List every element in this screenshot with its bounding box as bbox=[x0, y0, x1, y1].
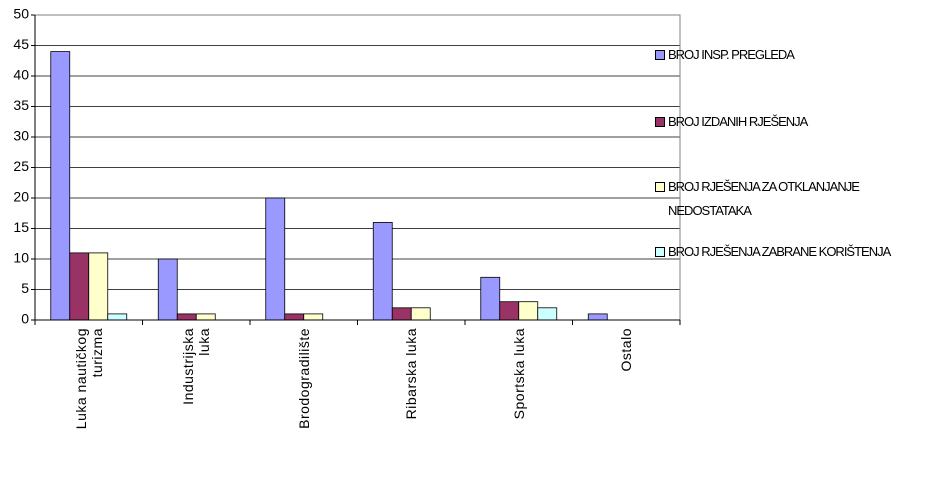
bar bbox=[88, 252, 109, 321]
legend-label: BROJ INSP. PREGLEDA bbox=[668, 47, 795, 62]
y-tick-label: 30 bbox=[13, 128, 29, 144]
bar bbox=[69, 252, 90, 321]
bar bbox=[195, 313, 216, 321]
x-tick-label: Sportska luka bbox=[510, 328, 527, 420]
legend-swatch bbox=[655, 182, 665, 192]
y-tick-label: 35 bbox=[13, 97, 29, 113]
x-tick-label: Brodogradilište bbox=[295, 328, 312, 429]
bar bbox=[157, 258, 178, 321]
bar bbox=[480, 276, 501, 321]
bar bbox=[518, 301, 539, 321]
bar bbox=[410, 307, 431, 321]
y-tick-label: 40 bbox=[13, 67, 29, 83]
y-tick-label: 5 bbox=[21, 280, 29, 296]
y-tick-label: 15 bbox=[13, 219, 29, 235]
bar bbox=[587, 313, 608, 321]
y-tick-label: 25 bbox=[13, 158, 29, 174]
legend-label: BROJ IZDANIH RJEŠENJA bbox=[668, 114, 808, 129]
legend-swatch bbox=[655, 50, 665, 60]
bar bbox=[176, 313, 197, 321]
bar bbox=[107, 313, 128, 321]
x-tick-label: Ribarska luka bbox=[403, 328, 420, 420]
bar bbox=[265, 197, 286, 321]
y-tick-label: 20 bbox=[13, 189, 29, 205]
legend-label: BROJ RJEŠENJA ZABRANE KORIŠTENJA bbox=[668, 244, 891, 259]
x-tick-label: Luka nautičkog turizma bbox=[72, 328, 105, 430]
bar bbox=[303, 313, 324, 321]
x-tick-label: Industrijska luka bbox=[180, 328, 213, 405]
y-tick-label: 0 bbox=[21, 311, 29, 327]
y-tick-label: 10 bbox=[13, 250, 29, 266]
bar bbox=[372, 221, 393, 321]
y-tick-label: 45 bbox=[13, 36, 29, 52]
y-tick-label: 50 bbox=[13, 6, 29, 22]
x-tick-label: Ostalo bbox=[618, 328, 635, 372]
legend-swatch bbox=[655, 117, 665, 127]
bar bbox=[499, 301, 520, 321]
legend-swatch bbox=[655, 247, 665, 257]
bar bbox=[537, 307, 558, 321]
legend-label: BROJ RJEŠENJA ZA OTKLANJANJE NEDOSTATAKA bbox=[668, 179, 860, 218]
bar bbox=[50, 51, 71, 321]
bar bbox=[391, 307, 412, 321]
bar bbox=[284, 313, 305, 321]
